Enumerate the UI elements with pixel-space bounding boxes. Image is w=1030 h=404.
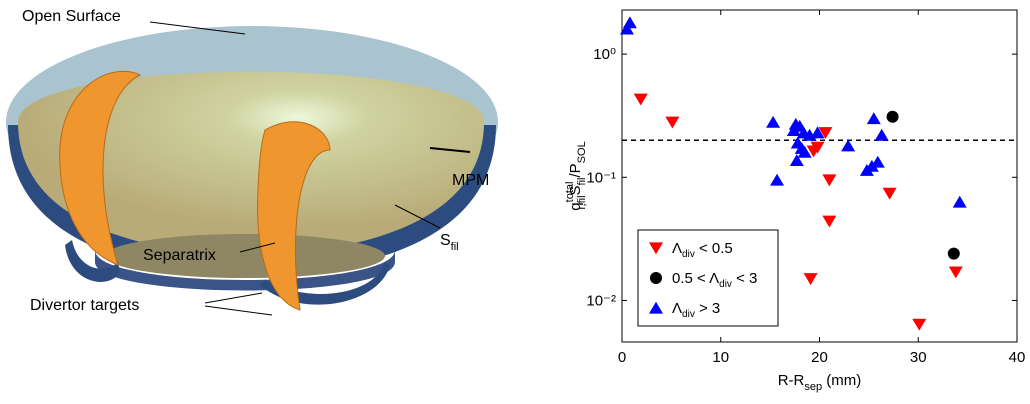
marker bbox=[770, 173, 785, 186]
x-tick-label: 30 bbox=[910, 349, 927, 366]
label-part: S bbox=[567, 185, 584, 195]
x-tick-label: 10 bbox=[712, 349, 729, 366]
label-part: SOL bbox=[576, 141, 588, 163]
marker bbox=[619, 22, 634, 35]
legend-text: > 3 bbox=[695, 300, 720, 317]
marker bbox=[665, 116, 680, 129]
marker bbox=[874, 128, 889, 141]
legend-entry: 0.5 < Λdiv < 3 bbox=[672, 270, 757, 290]
marker bbox=[870, 155, 885, 168]
marker bbox=[650, 272, 662, 284]
x-tick-label: 40 bbox=[1009, 349, 1026, 366]
x-tick-label: 20 bbox=[811, 349, 828, 366]
marker bbox=[633, 93, 648, 106]
marker bbox=[810, 126, 825, 139]
marker bbox=[622, 16, 637, 29]
x-tick-label: 0 bbox=[618, 349, 626, 366]
label-part: sep bbox=[804, 381, 822, 393]
annotation: MPM bbox=[452, 172, 489, 189]
annotation-part: S bbox=[440, 232, 451, 249]
label-part: R-R bbox=[778, 372, 805, 389]
legend-text: div bbox=[719, 279, 732, 290]
torus-illustration: Open Surface MPM Separatrix Divertor tar… bbox=[6, 8, 498, 316]
marker bbox=[818, 127, 833, 140]
label-part: r,fil bbox=[576, 195, 588, 209]
marker bbox=[789, 154, 804, 167]
annotation: Open Surface bbox=[22, 8, 121, 25]
marker bbox=[649, 242, 663, 255]
label-part: q bbox=[567, 202, 584, 210]
legend-text: < 3 bbox=[732, 270, 757, 287]
marker bbox=[952, 195, 967, 208]
legend-entry: Λdiv < 0.5 bbox=[672, 240, 733, 260]
annotation: Sfil bbox=[440, 232, 459, 253]
marker bbox=[822, 215, 837, 228]
label-part: /P bbox=[567, 163, 584, 177]
y-tick-label: 10⁻² bbox=[586, 292, 616, 309]
marker bbox=[841, 139, 856, 152]
legend-text: div bbox=[682, 309, 695, 320]
legend-text: Λ bbox=[672, 300, 682, 317]
label-part: total bbox=[564, 182, 576, 203]
marker bbox=[947, 247, 960, 260]
legend-text: div bbox=[682, 249, 695, 260]
marker bbox=[912, 318, 927, 331]
y-tick-label: 10⁻¹ bbox=[586, 169, 616, 186]
label-part: (mm) bbox=[822, 372, 861, 389]
annotation: Separatrix bbox=[143, 247, 216, 264]
legend-text: < 0.5 bbox=[695, 240, 733, 257]
marker bbox=[810, 141, 825, 154]
marker bbox=[822, 174, 837, 187]
marker bbox=[866, 112, 881, 125]
label-part: fil bbox=[576, 178, 588, 186]
y-axis-label: qtotalr,filSfil/PSOL bbox=[564, 141, 588, 210]
marker bbox=[882, 187, 897, 200]
legend-text: 0.5 < Λ bbox=[672, 270, 719, 287]
marker bbox=[649, 301, 663, 314]
x-axis-label: R-Rsep (mm) bbox=[778, 372, 862, 393]
marker bbox=[766, 115, 781, 128]
y-tick-label: 10⁰ bbox=[593, 46, 616, 63]
annotation: Divertor targets bbox=[30, 297, 139, 314]
legend-text: Λ bbox=[672, 240, 682, 257]
marker bbox=[886, 110, 899, 123]
marker bbox=[797, 145, 812, 158]
annotation-part: fil bbox=[451, 241, 459, 253]
marker bbox=[948, 266, 963, 279]
marker bbox=[786, 124, 801, 137]
legend-entry: Λdiv > 3 bbox=[672, 300, 720, 320]
marker bbox=[803, 273, 818, 286]
